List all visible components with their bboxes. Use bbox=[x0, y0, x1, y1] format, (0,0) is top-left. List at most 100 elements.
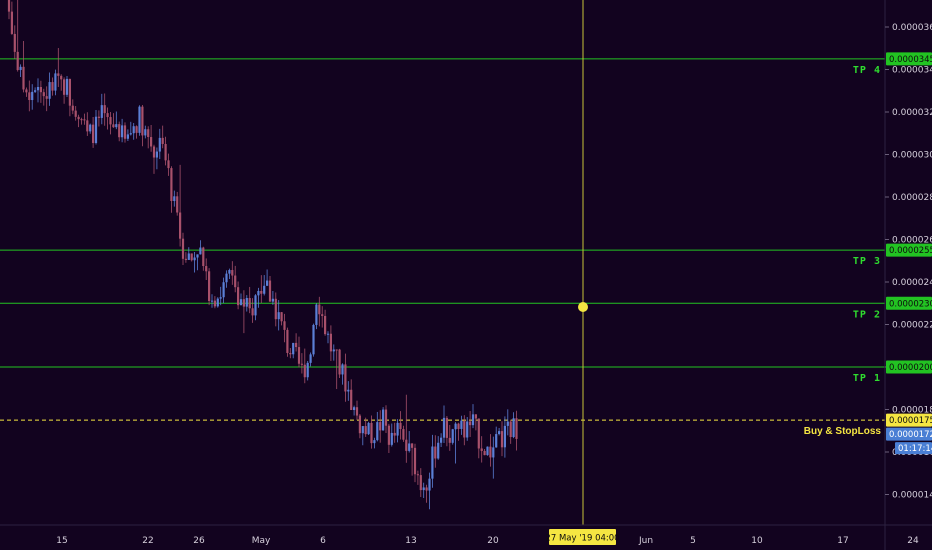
candle-body bbox=[45, 96, 48, 99]
candle-body bbox=[266, 280, 269, 286]
candle-body bbox=[474, 414, 477, 419]
candle-body bbox=[155, 151, 158, 158]
candle-body bbox=[89, 124, 92, 132]
candle-body bbox=[292, 342, 295, 355]
candle-body bbox=[161, 137, 164, 144]
time-tick-label: 5 bbox=[690, 536, 696, 546]
time-tick-label: 10 bbox=[751, 536, 763, 546]
candle-body bbox=[242, 299, 245, 307]
time-tick-label: 24 bbox=[907, 536, 919, 546]
candle-body bbox=[413, 447, 417, 475]
candle-body bbox=[213, 300, 216, 307]
crosshair-time-tag bbox=[549, 529, 616, 545]
time-tick-label: May bbox=[252, 536, 271, 546]
candle-body bbox=[126, 134, 129, 139]
candle-body bbox=[416, 474, 419, 476]
candle-body bbox=[364, 426, 367, 435]
level-price-tag-text: 0.00002550 bbox=[889, 246, 932, 256]
last-price-tag-text: 0.00001728 bbox=[889, 430, 932, 440]
candle-body bbox=[350, 389, 353, 411]
candle-body bbox=[286, 329, 289, 353]
candle-body bbox=[63, 79, 66, 95]
candle-body bbox=[231, 270, 234, 276]
candle-body bbox=[471, 414, 475, 426]
candle-body bbox=[431, 446, 434, 479]
candle-body bbox=[315, 304, 318, 325]
candle-body bbox=[370, 422, 373, 444]
candle-body bbox=[216, 298, 219, 307]
candle-body bbox=[112, 124, 115, 128]
candle-body bbox=[10, 11, 13, 34]
time-tick-label: 26 bbox=[193, 536, 205, 546]
candle-body bbox=[442, 417, 446, 438]
candle-body bbox=[132, 126, 135, 134]
candle-body bbox=[419, 475, 422, 491]
candle-body bbox=[234, 275, 237, 288]
candle-body bbox=[326, 333, 330, 335]
candle-body bbox=[295, 342, 298, 348]
crosshair-marker[interactable] bbox=[578, 302, 588, 312]
price-tick-label: 0.00003000 bbox=[892, 151, 932, 161]
candles bbox=[7, 0, 518, 510]
time-axis[interactable]: 15 22 26 May 6 13 20 Jun 5 10 17 24 27 May '19 04:00 bbox=[56, 529, 919, 546]
candle-body bbox=[437, 442, 440, 459]
candle-body bbox=[355, 407, 359, 416]
candle-body bbox=[399, 422, 402, 430]
candle-body bbox=[100, 105, 103, 118]
candle-body bbox=[123, 125, 127, 139]
candle-body bbox=[208, 271, 211, 301]
time-tick-label: 13 bbox=[405, 536, 416, 546]
price-tick-label: 0.00001800 bbox=[892, 406, 932, 416]
candle-body bbox=[121, 125, 124, 138]
candle-body bbox=[277, 312, 280, 320]
candle-body bbox=[202, 247, 205, 267]
candle-body bbox=[509, 421, 512, 438]
candle-body bbox=[353, 407, 356, 411]
candle-body bbox=[434, 446, 437, 459]
candle-body bbox=[54, 73, 57, 91]
candle-body bbox=[274, 298, 277, 320]
candle-body bbox=[7, 0, 11, 12]
level-price-tag-text: 0.00002000 bbox=[889, 363, 932, 373]
candle-body bbox=[210, 300, 214, 302]
candle-body bbox=[13, 33, 16, 52]
candle-body bbox=[170, 168, 173, 202]
candle-body bbox=[263, 285, 266, 294]
candle-body bbox=[506, 421, 509, 426]
candle-body bbox=[492, 447, 495, 458]
candle-body bbox=[184, 258, 187, 260]
candle-body bbox=[367, 422, 370, 435]
candle-body bbox=[86, 120, 89, 132]
time-tick-label: 6 bbox=[320, 536, 326, 546]
candle-body bbox=[460, 420, 463, 429]
candle-body bbox=[335, 349, 338, 351]
candle-body bbox=[451, 429, 454, 443]
candle-body bbox=[22, 66, 25, 90]
time-tick-label: 22 bbox=[142, 536, 153, 546]
level-price-tag bbox=[886, 296, 932, 310]
candle-body bbox=[176, 196, 179, 213]
candle-body bbox=[469, 421, 472, 426]
candle-body bbox=[71, 105, 74, 111]
candle-body bbox=[16, 51, 19, 71]
candle-body bbox=[306, 362, 309, 378]
candle-body bbox=[486, 446, 489, 456]
candle-body bbox=[135, 126, 138, 133]
candle-body bbox=[283, 321, 286, 330]
candle-body bbox=[222, 282, 225, 298]
candle-body bbox=[150, 137, 153, 147]
candle-body bbox=[239, 299, 243, 306]
candle-body bbox=[74, 110, 77, 117]
candle-body bbox=[445, 417, 448, 438]
candle-body bbox=[219, 297, 222, 299]
level-labels: TP 4 TP 3 TP 2 TP 1 Buy & StopLoss bbox=[804, 65, 882, 437]
candle-body bbox=[280, 312, 283, 322]
candle-body bbox=[19, 66, 22, 71]
candle-body bbox=[379, 422, 382, 431]
candle-body bbox=[457, 423, 460, 429]
candle-body bbox=[402, 429, 405, 440]
candle-body bbox=[477, 418, 480, 449]
